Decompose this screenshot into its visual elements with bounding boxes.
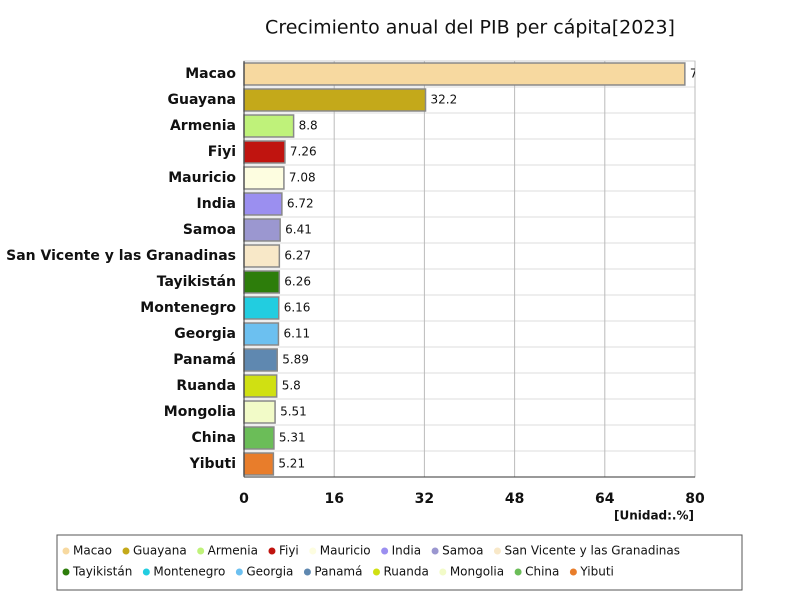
bar	[243, 270, 281, 294]
y-tick-label: San Vicente y las Granadinas	[6, 248, 236, 264]
y-tick-label: China	[192, 430, 236, 446]
legend-swatch	[431, 547, 439, 555]
y-tick-label: Tayikistán	[157, 274, 236, 290]
bar	[243, 192, 283, 216]
bar	[243, 400, 276, 424]
legend-swatch	[142, 568, 150, 576]
legend-swatch	[268, 547, 276, 555]
legend-label: Ruanda	[383, 565, 428, 579]
bar	[243, 348, 278, 372]
x-tick-label: 48	[505, 491, 524, 507]
y-tick-label: Mauricio	[168, 170, 236, 186]
legend-label: Samoa	[442, 544, 483, 558]
bar	[243, 374, 278, 398]
value-label: 7.26	[290, 145, 317, 159]
legend-label: Mongolia	[450, 565, 504, 579]
y-tick-label: Panamá	[173, 352, 236, 368]
unit-label: [Unidad:.%]	[614, 509, 694, 523]
value-label: 5.21	[278, 457, 305, 471]
value-label: 5.31	[279, 431, 306, 445]
value-label: 5.89	[282, 353, 309, 367]
y-tick-label: Armenia	[170, 118, 236, 134]
x-tick-label: 64	[595, 491, 615, 507]
legend-box	[56, 534, 743, 591]
legend-label: Fiyi	[279, 544, 299, 558]
legend-label: Armenia	[208, 544, 258, 558]
legend-swatch	[381, 547, 389, 555]
value-labels: 78.2 32.2 8.8 7.26 7.08 6.72 6.41 6.27 6.26 6.16 6…	[278, 67, 717, 471]
legend-swatch	[303, 568, 311, 576]
y-tick-label: Guayana	[168, 92, 236, 108]
value-label: 8.8	[299, 119, 318, 133]
legend-label: China	[525, 565, 559, 579]
legend-label: Tayikistán	[72, 565, 132, 579]
value-label: 5.51	[280, 405, 307, 419]
legend-label: Macao	[73, 544, 112, 558]
value-label: 5.8	[282, 379, 301, 393]
value-label: 6.16	[284, 301, 311, 315]
legend-label: Guayana	[133, 544, 187, 558]
legend-label: Mauricio	[320, 544, 371, 558]
chart-title: Crecimiento anual del PIB per cápita[202…	[265, 17, 675, 39]
bar	[243, 296, 280, 320]
legend-swatch	[62, 547, 70, 555]
legend-swatch	[197, 547, 205, 555]
y-tick-label: India	[197, 196, 236, 212]
legend-swatch	[372, 568, 380, 576]
legend-label: San Vicente y las Granadinas	[504, 544, 680, 558]
legend-swatch	[493, 547, 501, 555]
bar	[243, 426, 275, 450]
legend-swatch	[514, 568, 522, 576]
y-tick-label: Montenegro	[140, 300, 236, 316]
value-label: 6.41	[285, 223, 312, 237]
legend-label: Panamá	[314, 565, 362, 579]
plot	[243, 60, 696, 478]
value-label: 6.11	[283, 327, 310, 341]
y-tick-label: Yibuti	[189, 456, 236, 472]
value-label: 78.2	[690, 67, 717, 81]
y-tick-label: Macao	[185, 66, 236, 82]
legend-label: India	[392, 544, 421, 558]
legend: Macao Guayana Armenia Fiyi Mauricio India Samo…	[62, 544, 680, 579]
bar	[243, 140, 286, 164]
value-label: 6.72	[287, 197, 314, 211]
legend-swatch	[309, 547, 317, 555]
bar	[243, 218, 281, 242]
y-tick-label: Fiyi	[208, 144, 236, 160]
value-label: 6.26	[284, 275, 311, 289]
value-label: 6.27	[284, 249, 311, 263]
legend-label: Georgia	[246, 565, 293, 579]
legend-swatch	[569, 568, 577, 576]
bar	[243, 166, 285, 190]
x-tick-label: 0	[239, 491, 249, 507]
x-tick-label: 16	[324, 491, 343, 507]
legend-label: Montenegro	[153, 565, 225, 579]
bar	[243, 114, 295, 138]
bar	[243, 88, 427, 112]
y-tick-label: Georgia	[174, 326, 236, 342]
legend-swatch	[235, 568, 243, 576]
y-tick-label: Samoa	[183, 222, 236, 238]
y-tick-label: Mongolia	[164, 404, 236, 420]
y-tick-label: Ruanda	[176, 378, 236, 394]
legend-swatch	[62, 568, 70, 576]
value-label: 7.08	[289, 171, 316, 185]
bar	[243, 62, 686, 86]
x-tick-label: 80	[685, 491, 705, 507]
bar	[243, 244, 281, 268]
legend-swatch	[122, 547, 130, 555]
x-tick-label: 32	[415, 491, 434, 507]
bar	[243, 452, 275, 476]
bar	[243, 322, 280, 346]
legend-swatch	[439, 568, 447, 576]
value-label: 32.2	[431, 93, 458, 107]
legend-label: Yibuti	[579, 565, 614, 579]
